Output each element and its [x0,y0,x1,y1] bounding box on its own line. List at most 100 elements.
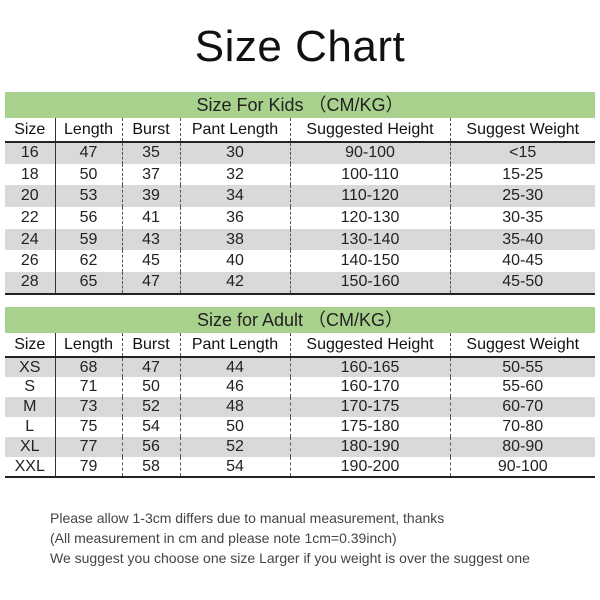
table-cell: XL [5,437,55,457]
table-cell: 34 [179,185,290,208]
table-cell: 68 [54,357,122,377]
table-cell: XS [5,357,55,377]
table-cell: 54 [121,417,180,437]
table-cell: 35 [121,142,180,164]
table-row: 24 59 43 38 130-140 35-40 [5,228,595,251]
note-line: Please allow 1-3cm differs due to manual… [50,510,445,526]
table-row: XL 77 56 52 180-190 80-90 [5,437,595,457]
table-cell: 43 [121,228,180,251]
table-cell: 24 [5,228,55,251]
table-cell: 70-80 [449,417,595,437]
table-cell: 73 [54,397,122,417]
note-line: (All measurement in cm and please note 1… [50,530,397,546]
table-cell: 71 [54,377,122,397]
table-cell: 47 [121,272,180,295]
table-cell: 52 [179,437,290,457]
table-cell: 30 [179,142,290,164]
column-header: Size [5,118,55,143]
table-cell: 150-160 [289,272,450,295]
table-cell: 20 [5,185,55,208]
table-row: 26 62 45 40 140-150 40-45 [5,250,595,273]
header-row: Size Length Burst Pant Length Suggested Heig… [5,333,595,358]
table-cell: 36 [179,207,290,229]
table-cell: 90-100 [449,457,595,478]
table-cell: 28 [5,272,55,295]
table-cell: 180-190 [289,437,450,457]
table-cell: 44 [179,357,290,377]
table-cell: 160-170 [289,377,450,397]
table-cell: 45-50 [449,272,595,295]
table-cell: M [5,397,55,417]
page-title: Size Chart [194,22,406,71]
table-cell: S [24,378,36,395]
table-cell: 52 [121,397,180,417]
table-cell: 58 [121,457,180,478]
table-cell: 50 [179,417,290,437]
column-header: Length [54,333,122,358]
table-heading: Size For Kids （CM/KG） [5,92,595,118]
table-cell: 60-70 [449,397,595,417]
table-row: S 71 50 46 160-170 55-60 [5,377,595,397]
table-cell: 48 [179,397,290,417]
table-cell: 50-55 [449,357,595,377]
table-cell: 22 [20,208,39,226]
notes: Please allow 1-3cm differs due to manual… [50,508,530,568]
table-cell: 190-200 [289,457,450,478]
table-row: 20 53 39 34 110-120 25-30 [5,185,595,208]
table-cell: 160-165 [289,357,450,377]
table-cell: 56 [121,437,180,457]
table-cell: 26 [20,252,39,270]
table-cell: 46 [179,377,290,397]
table-cell: 100-110 [289,163,450,186]
column-header: Size [5,333,55,358]
column-header: Burst [121,118,180,143]
table-cell: 40 [179,250,290,273]
table-cell: 50 [54,163,122,186]
table-cell: 53 [54,185,122,208]
table-cell: 65 [54,272,122,295]
column-header: Pant Length [179,118,290,143]
table-cell: 18 [20,165,39,183]
table-row: XS 68 47 44 160-165 50-55 [5,357,595,377]
table-row: 22 56 41 36 120-130 30-35 [5,207,595,229]
table-cell: 77 [54,437,122,457]
table-cell: 25-30 [449,185,595,208]
table-heading: Size for Adult （CM/KG） [5,307,595,333]
table-cell: XXL [5,457,55,478]
table-cell: 56 [54,207,122,229]
header-row: Size Length Burst Pant Length Suggested Heig… [5,118,595,143]
table-cell: 15-25 [449,163,595,186]
table-cell: 35-40 [449,228,595,251]
table-cell: 40-45 [449,250,595,273]
note-line: We suggest you choose one size Larger if… [50,550,530,566]
table-cell: 32 [179,163,290,186]
table-row: XXL 79 58 54 190-200 90-100 [5,457,595,478]
column-header: Suggest Weight [449,333,595,358]
table-cell: 110-120 [289,185,450,208]
table-cell: 62 [54,250,122,273]
table-cell: 80-90 [449,437,595,457]
table-cell: 38 [179,228,290,251]
kids-size-table: Size For Kids （CM/KG） Size Length Burst Pant… [5,92,595,295]
column-header: Suggested Height [289,333,450,358]
table-cell: 50 [121,377,180,397]
table-cell: 47 [121,357,180,377]
table-cell: 175-180 [289,417,450,437]
table-cell: 59 [54,228,122,251]
table-cell: 47 [54,142,122,164]
table-cell: 45 [121,250,180,273]
table-cell: 90-100 [289,142,450,164]
table-cell: L [25,418,35,435]
adult-size-table: Size for Adult （CM/KG） Size Length Burst Pan… [5,307,595,478]
column-header: Pant Length [179,333,290,358]
table-row: 16 47 35 30 90-100 <15 [5,142,595,164]
table-row: 28 65 47 42 150-160 45-50 [5,272,595,295]
table-row: M 73 52 48 170-175 60-70 [5,397,595,417]
table-cell: 41 [121,207,180,229]
table-cell: 42 [179,272,290,295]
table-cell: 79 [54,457,122,478]
table-row: 18 50 37 32 100-110 15-25 [5,163,595,186]
column-header: Burst [121,333,180,358]
table-cell: 55-60 [449,377,595,397]
column-header: Length [54,118,122,143]
